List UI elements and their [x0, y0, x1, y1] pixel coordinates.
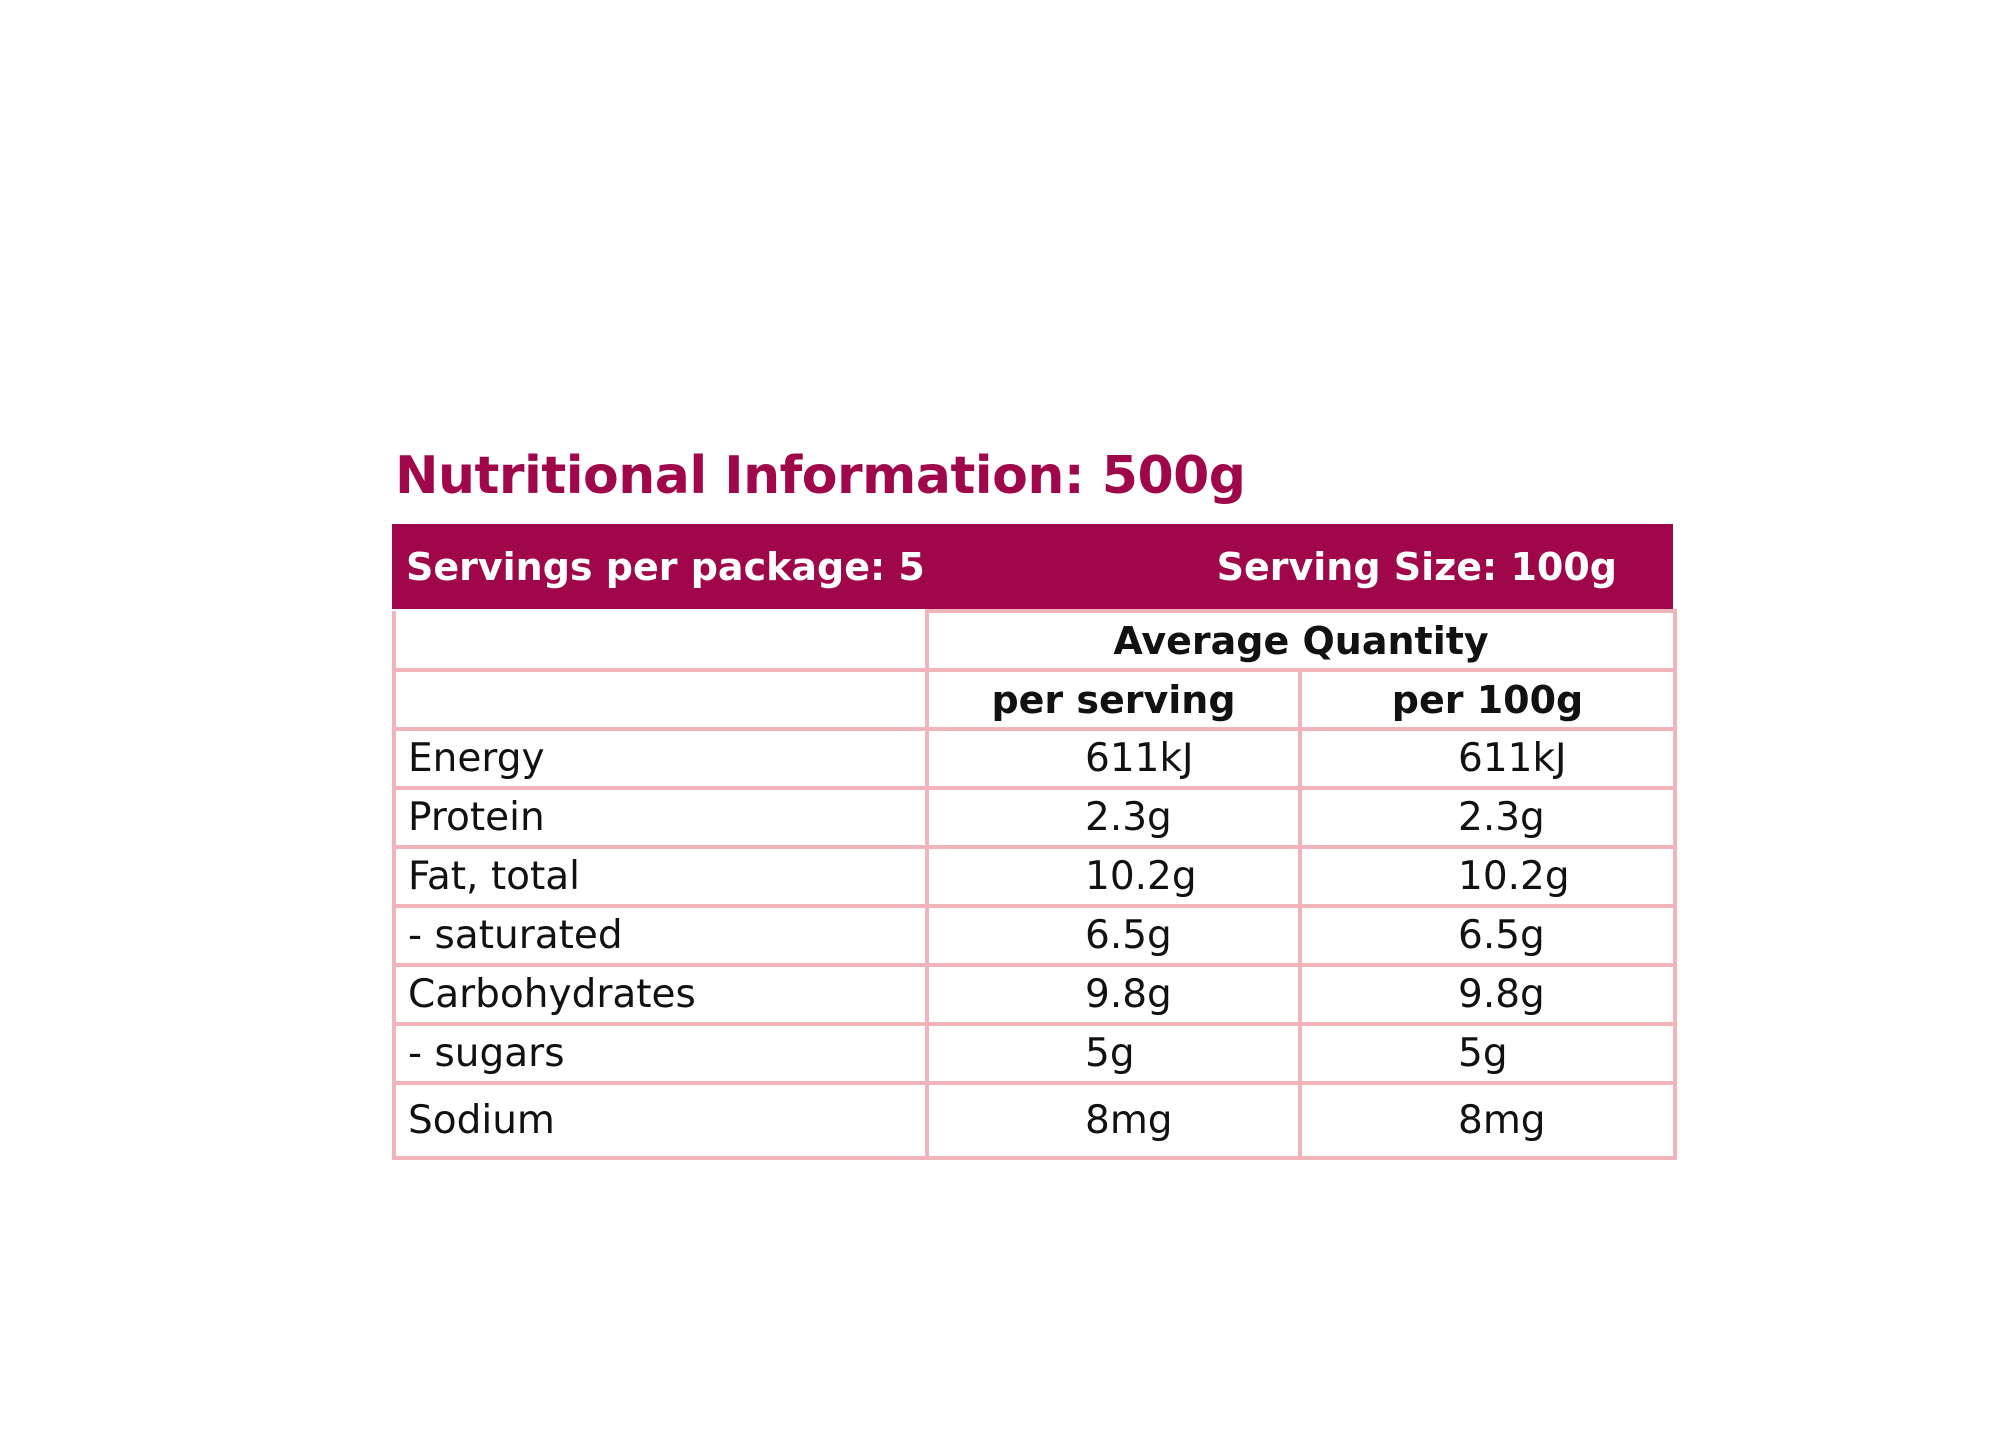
- per-serving-heading: per serving: [925, 668, 1302, 731]
- table-row: Fat, total 10.2g 10.2g: [392, 845, 1677, 908]
- per-serving-value: 9.8g: [925, 963, 1302, 1026]
- nutrient-label: Energy: [392, 727, 929, 790]
- per-100g-heading: per 100g: [1298, 668, 1677, 731]
- blank-cell: [392, 668, 929, 731]
- nutrition-panel: Nutritional Information: 500g Servings p…: [392, 440, 1677, 1160]
- table-row: Sodium 8mg 8mg: [392, 1081, 1677, 1160]
- per-100g-value: 6.5g: [1298, 904, 1677, 967]
- average-quantity-heading: Average Quantity: [925, 609, 1677, 672]
- nutrient-label: - saturated: [392, 904, 929, 967]
- per-serving-value: 5g: [925, 1022, 1302, 1085]
- per-100g-value: 2.3g: [1298, 786, 1677, 849]
- blank-cell: [392, 611, 929, 672]
- panel-title: Nutritional Information: 500g: [395, 446, 1246, 506]
- column-header-row: per serving per 100g: [392, 668, 1677, 731]
- per-serving-value: 2.3g: [925, 786, 1302, 849]
- per-serving-value: 6.5g: [925, 904, 1302, 967]
- nutrient-label: Protein: [392, 786, 929, 849]
- column-group-row: Average Quantity: [392, 609, 1677, 672]
- per-100g-value: 611kJ: [1298, 727, 1677, 790]
- per-serving-value: 8mg: [925, 1081, 1302, 1160]
- per-100g-value: 10.2g: [1298, 845, 1677, 908]
- table-row: Carbohydrates 9.8g 9.8g: [392, 963, 1677, 1026]
- serving-header-bar: Servings per package: 5 Serving Size: 10…: [392, 524, 1673, 609]
- nutrient-label: - sugars: [392, 1022, 929, 1085]
- table-row: Energy 611kJ 611kJ: [392, 727, 1677, 790]
- per-serving-value: 10.2g: [925, 845, 1302, 908]
- servings-per-package: Servings per package: 5: [406, 544, 925, 589]
- serving-size: Serving Size: 100g: [1216, 544, 1617, 589]
- per-100g-value: 5g: [1298, 1022, 1677, 1085]
- per-serving-value: 611kJ: [925, 727, 1302, 790]
- per-100g-value: 9.8g: [1298, 963, 1677, 1026]
- nutrient-label: Sodium: [392, 1081, 929, 1160]
- per-100g-value: 8mg: [1298, 1081, 1677, 1160]
- table-row: - saturated 6.5g 6.5g: [392, 904, 1677, 967]
- table-row: Protein 2.3g 2.3g: [392, 786, 1677, 849]
- nutrient-label: Carbohydrates: [392, 963, 929, 1026]
- table-row: - sugars 5g 5g: [392, 1022, 1677, 1085]
- nutrient-label: Fat, total: [392, 845, 929, 908]
- nutrition-table: Average Quantity per serving per 100g En…: [392, 609, 1677, 1160]
